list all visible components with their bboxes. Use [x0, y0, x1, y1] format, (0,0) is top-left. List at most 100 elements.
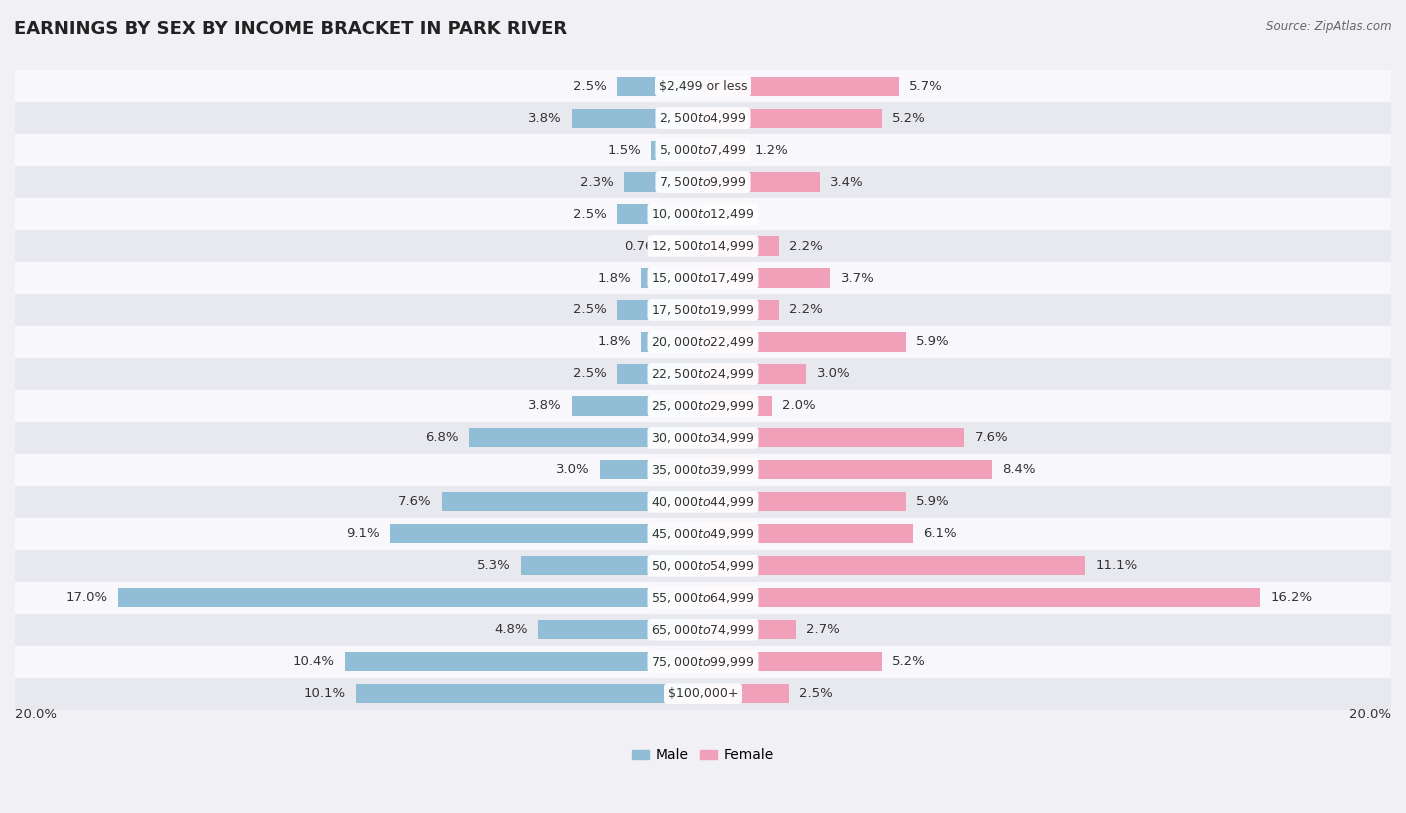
Bar [15, 454, 1391, 486]
Text: 11.1%: 11.1% [1095, 559, 1137, 572]
Text: 3.4%: 3.4% [831, 176, 863, 189]
Bar [15, 358, 1391, 390]
Bar [617, 76, 703, 96]
Text: 2.5%: 2.5% [572, 303, 606, 316]
Bar [703, 524, 912, 543]
Text: 1.8%: 1.8% [598, 272, 631, 285]
Text: $55,000 to $64,999: $55,000 to $64,999 [651, 591, 755, 605]
Text: 0.0%: 0.0% [713, 207, 747, 220]
Text: $75,000 to $99,999: $75,000 to $99,999 [651, 654, 755, 669]
Text: 3.8%: 3.8% [529, 399, 562, 412]
Text: $7,500 to $9,999: $7,500 to $9,999 [659, 175, 747, 189]
Text: EARNINGS BY SEX BY INCOME BRACKET IN PARK RIVER: EARNINGS BY SEX BY INCOME BRACKET IN PAR… [14, 20, 567, 38]
Bar [676, 237, 703, 255]
Bar [15, 102, 1391, 134]
Text: 2.5%: 2.5% [572, 367, 606, 380]
Bar [15, 262, 1391, 294]
Bar [624, 172, 703, 192]
Text: 2.5%: 2.5% [800, 687, 834, 700]
Bar [703, 237, 779, 255]
Text: 2.5%: 2.5% [572, 207, 606, 220]
Bar [15, 198, 1391, 230]
Text: 6.1%: 6.1% [924, 528, 957, 541]
Bar [703, 652, 882, 672]
Text: 5.9%: 5.9% [917, 336, 950, 349]
Text: 3.7%: 3.7% [841, 272, 875, 285]
Bar [703, 76, 898, 96]
Bar [703, 556, 1085, 576]
Bar [703, 268, 831, 288]
Text: $12,500 to $14,999: $12,500 to $14,999 [651, 239, 755, 253]
Bar [15, 166, 1391, 198]
Text: $2,500 to $4,999: $2,500 to $4,999 [659, 111, 747, 125]
Text: $35,000 to $39,999: $35,000 to $39,999 [651, 463, 755, 477]
Bar [703, 333, 905, 351]
Bar [15, 422, 1391, 454]
Bar [703, 620, 796, 639]
Text: 7.6%: 7.6% [974, 432, 1008, 445]
Bar [703, 460, 993, 480]
Text: 5.7%: 5.7% [910, 80, 943, 93]
Bar [15, 518, 1391, 550]
Text: $15,000 to $17,499: $15,000 to $17,499 [651, 271, 755, 285]
Text: 7.6%: 7.6% [398, 495, 432, 508]
Text: 4.8%: 4.8% [494, 624, 527, 637]
Text: 2.5%: 2.5% [572, 80, 606, 93]
Text: 9.1%: 9.1% [346, 528, 380, 541]
Bar [703, 428, 965, 447]
Bar [15, 486, 1391, 518]
Text: 3.8%: 3.8% [529, 111, 562, 124]
Bar [15, 614, 1391, 646]
Bar [15, 550, 1391, 582]
Text: 10.1%: 10.1% [304, 687, 346, 700]
Bar [441, 492, 703, 511]
Text: 1.2%: 1.2% [755, 144, 789, 157]
Text: 6.8%: 6.8% [425, 432, 458, 445]
Bar [572, 396, 703, 415]
Bar [703, 588, 1260, 607]
Text: 2.0%: 2.0% [782, 399, 815, 412]
Text: 5.9%: 5.9% [917, 495, 950, 508]
Bar [346, 652, 703, 672]
Bar [15, 326, 1391, 358]
Bar [356, 684, 703, 703]
Text: $25,000 to $29,999: $25,000 to $29,999 [651, 399, 755, 413]
Bar [651, 141, 703, 159]
Text: $100,000+: $100,000+ [668, 687, 738, 700]
Text: 2.2%: 2.2% [789, 240, 823, 253]
Text: 17.0%: 17.0% [66, 591, 108, 604]
Bar [15, 294, 1391, 326]
Text: 3.0%: 3.0% [555, 463, 589, 476]
Bar [572, 109, 703, 128]
Text: 1.8%: 1.8% [598, 336, 631, 349]
Bar [15, 230, 1391, 262]
Text: 2.2%: 2.2% [789, 303, 823, 316]
Text: 2.7%: 2.7% [806, 624, 839, 637]
Bar [389, 524, 703, 543]
Text: 1.5%: 1.5% [607, 144, 641, 157]
Text: Source: ZipAtlas.com: Source: ZipAtlas.com [1267, 20, 1392, 33]
Legend: Male, Female: Male, Female [627, 743, 779, 767]
Text: $10,000 to $12,499: $10,000 to $12,499 [651, 207, 755, 221]
Bar [703, 492, 905, 511]
Text: 16.2%: 16.2% [1271, 591, 1313, 604]
Text: $40,000 to $44,999: $40,000 to $44,999 [651, 495, 755, 509]
Bar [641, 333, 703, 351]
Bar [15, 646, 1391, 678]
Bar [15, 582, 1391, 614]
Bar [617, 300, 703, 320]
Bar [15, 390, 1391, 422]
Bar [15, 134, 1391, 166]
Text: $65,000 to $74,999: $65,000 to $74,999 [651, 623, 755, 637]
Text: 0.76%: 0.76% [624, 240, 666, 253]
Text: 5.2%: 5.2% [893, 111, 927, 124]
Bar [617, 205, 703, 224]
Text: 5.3%: 5.3% [477, 559, 510, 572]
Text: 10.4%: 10.4% [292, 655, 335, 668]
Text: $50,000 to $54,999: $50,000 to $54,999 [651, 559, 755, 573]
Text: 20.0%: 20.0% [1348, 708, 1391, 721]
Bar [470, 428, 703, 447]
Text: 8.4%: 8.4% [1002, 463, 1036, 476]
Bar [703, 396, 772, 415]
Bar [703, 364, 806, 384]
